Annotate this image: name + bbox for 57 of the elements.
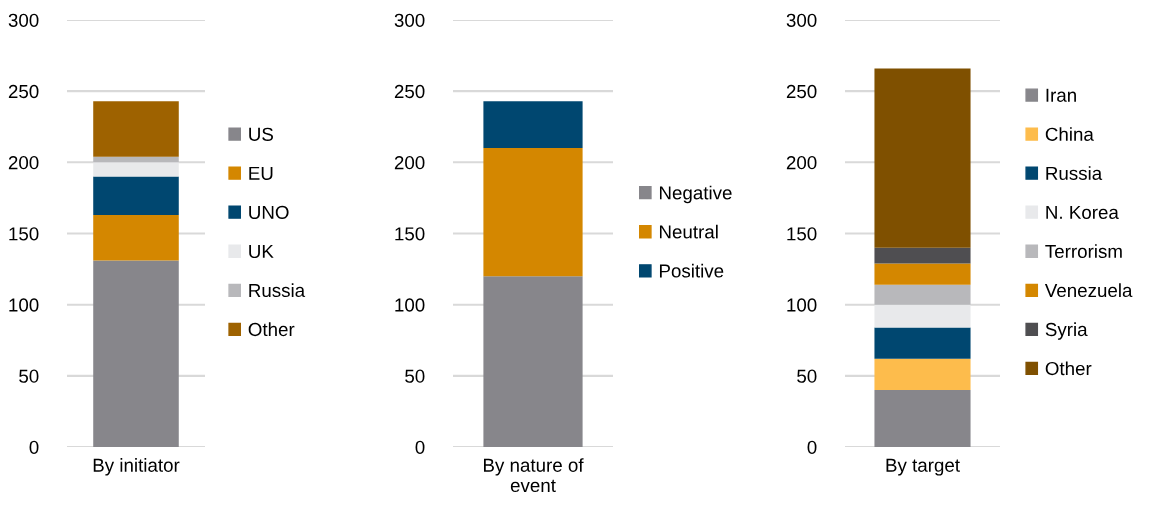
legend-label: China [1045,127,1094,141]
legend-label: Syria [1045,322,1088,340]
bar [93,176,179,215]
legend-label: Terrorism [1045,244,1122,259]
y-tick-label: 150 [787,227,817,241]
y-tick-label: 0 [807,440,817,454]
y-tick-label: 50 [19,369,39,383]
legend-label: Positive [659,263,724,278]
y-tick-label: 200 [394,156,425,170]
bar [483,148,583,277]
y-tick-label: 0 [415,440,425,454]
legend-label: Russia [1046,166,1103,180]
x-tick-label: By target [886,458,960,476]
y-tick-label: 300 [8,13,39,27]
bar [93,260,179,447]
bar [874,68,971,248]
y-tick-label: 100 [9,298,39,312]
legend-label: Russia [249,283,306,298]
y-tick-label: 200 [786,156,817,170]
y-tick-label: 100 [395,298,425,312]
bar [93,101,179,157]
legend-label: Venezuela [1044,283,1133,298]
legend-label: UK [249,244,274,259]
y-tick-label: 300 [786,13,817,27]
bar [874,327,971,359]
legend-label: Negative [659,185,732,204]
legend-label: Other [1045,361,1092,376]
y-tick-label: 250 [786,84,817,99]
bar [874,284,971,305]
bar [93,215,179,261]
x-tick-label: By initiator [93,458,180,476]
y-tick-label: 150 [9,227,39,241]
y-tick-label: 100 [787,298,817,312]
bar [874,304,971,328]
y-tick-label: 50 [797,369,817,383]
y-tick-label: 0 [29,440,39,454]
bar [93,162,179,177]
bar [874,247,971,264]
bar [874,390,971,447]
y-tick-label: 300 [394,13,425,27]
legend-label: UNO [249,205,289,220]
bar [483,276,583,447]
y-tick-label: 250 [8,84,39,99]
y-tick-label: 250 [394,84,425,99]
legend-label: EU [249,166,273,180]
y-tick-label: 200 [8,156,39,170]
bar [483,101,583,149]
y-tick-label: 150 [395,227,425,241]
legend-label: US [249,127,273,141]
bar [874,358,971,391]
legend-label: N. Korea [1046,205,1119,220]
bar [874,263,971,285]
y-tick-label: 50 [405,369,425,383]
legend-label: Other [248,322,295,337]
legend-label: Neutral [659,224,718,239]
x-tick-label: By nature of event [483,458,584,493]
legend-label: Iran [1046,88,1076,102]
